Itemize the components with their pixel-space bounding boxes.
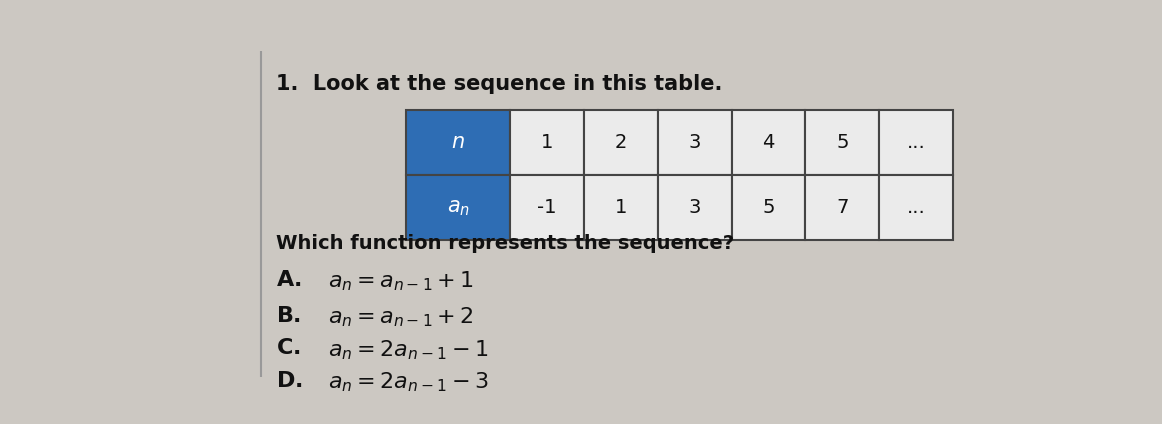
Text: $n$: $n$ [451, 132, 465, 152]
Text: $\mathbf{B.}$: $\mathbf{B.}$ [275, 306, 301, 326]
Text: $a_n = 2a_{n-1} - 3$: $a_n = 2a_{n-1} - 3$ [328, 371, 488, 394]
FancyBboxPatch shape [583, 110, 658, 175]
FancyBboxPatch shape [732, 175, 805, 240]
Text: 3: 3 [688, 198, 701, 217]
Text: $\mathbf{A.}$: $\mathbf{A.}$ [275, 270, 301, 290]
FancyBboxPatch shape [510, 110, 583, 175]
Text: -1: -1 [537, 198, 557, 217]
FancyBboxPatch shape [805, 110, 880, 175]
Text: 5: 5 [835, 133, 848, 152]
Text: $\mathbf{D.}$: $\mathbf{D.}$ [275, 371, 302, 391]
FancyBboxPatch shape [880, 110, 953, 175]
FancyBboxPatch shape [805, 175, 880, 240]
Text: $a_n = 2a_{n-1} - 1$: $a_n = 2a_{n-1} - 1$ [328, 338, 488, 362]
Text: 3: 3 [688, 133, 701, 152]
Text: 1.  Look at the sequence in this table.: 1. Look at the sequence in this table. [275, 74, 723, 94]
FancyBboxPatch shape [658, 175, 732, 240]
Text: 5: 5 [762, 198, 775, 217]
FancyBboxPatch shape [583, 175, 658, 240]
Text: 2: 2 [615, 133, 627, 152]
Text: 7: 7 [837, 198, 848, 217]
Text: 1: 1 [540, 133, 553, 152]
Text: $a_n = a_{n-1} + 2$: $a_n = a_{n-1} + 2$ [328, 306, 474, 329]
Text: ...: ... [906, 133, 925, 152]
FancyBboxPatch shape [880, 175, 953, 240]
FancyBboxPatch shape [658, 110, 732, 175]
FancyBboxPatch shape [407, 110, 510, 175]
FancyBboxPatch shape [510, 175, 583, 240]
Text: $\mathbf{C.}$: $\mathbf{C.}$ [275, 338, 300, 358]
FancyBboxPatch shape [732, 110, 805, 175]
Text: Which function represents the sequence?: Which function represents the sequence? [275, 234, 734, 253]
Text: $a_n$: $a_n$ [446, 198, 469, 218]
Text: $a_n = a_{n-1} + 1$: $a_n = a_{n-1} + 1$ [328, 270, 474, 293]
Text: 4: 4 [762, 133, 775, 152]
Text: ...: ... [906, 198, 925, 217]
Text: 1: 1 [615, 198, 627, 217]
FancyBboxPatch shape [407, 175, 510, 240]
